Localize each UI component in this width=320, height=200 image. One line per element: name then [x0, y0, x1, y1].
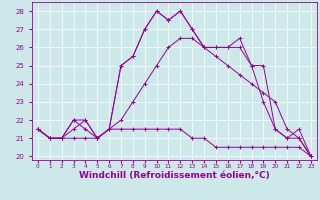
X-axis label: Windchill (Refroidissement éolien,°C): Windchill (Refroidissement éolien,°C) — [79, 171, 270, 180]
